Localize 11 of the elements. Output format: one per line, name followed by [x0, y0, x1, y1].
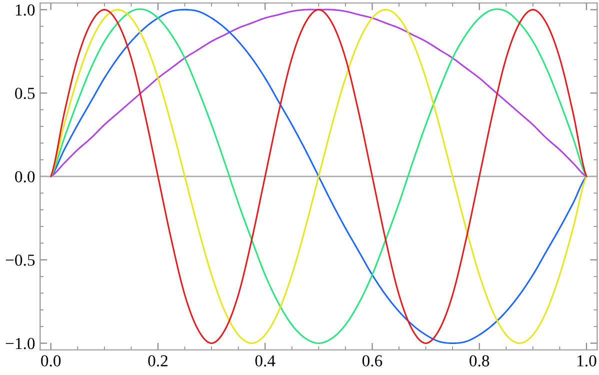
x-tick-label: 0.4	[255, 355, 276, 367]
x-tick-label: 0.2	[148, 355, 168, 367]
x-tick-label: 0.8	[470, 355, 490, 367]
y-tick-label: 0.5	[15, 88, 35, 100]
y-tick-label: 1.0	[16, 4, 35, 16]
x-tick-label: 0.0	[41, 355, 61, 367]
x-tick-label: 1.0	[578, 355, 596, 367]
x-tick-label: 0.6	[362, 355, 382, 367]
y-tick-label: −1.0	[6, 338, 35, 350]
y-tick-label: −0.5	[6, 254, 35, 266]
y-tick-label: 0.0	[15, 171, 35, 182]
